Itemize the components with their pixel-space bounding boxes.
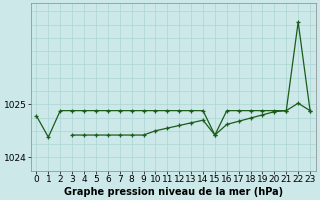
- X-axis label: Graphe pression niveau de la mer (hPa): Graphe pression niveau de la mer (hPa): [64, 187, 283, 197]
